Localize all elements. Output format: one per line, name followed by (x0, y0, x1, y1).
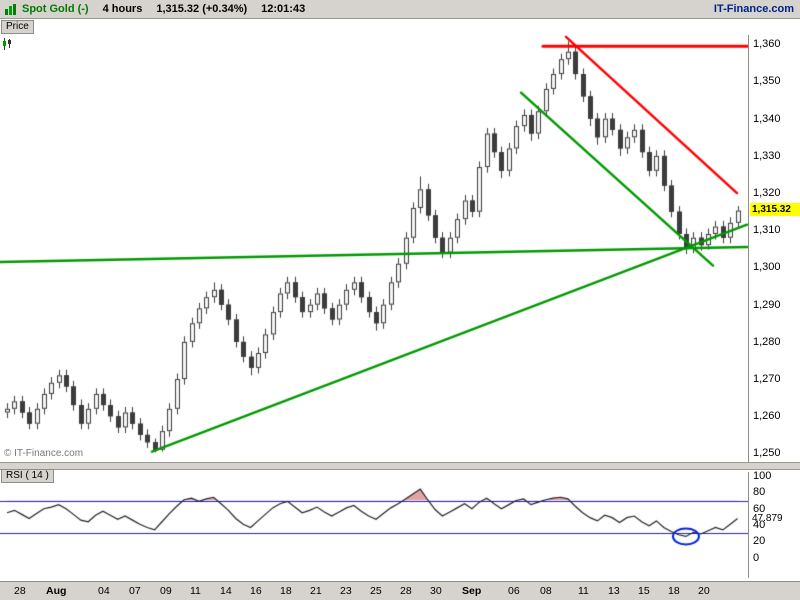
price-chart-canvas[interactable] (0, 35, 748, 462)
time-tick-label: 28 (14, 585, 26, 597)
rsi-tick-label: 100 (753, 470, 772, 483)
rsi-chart-canvas[interactable] (0, 472, 748, 578)
price-tick-label: 1,330 (753, 149, 781, 162)
price-tick-label: 1,300 (753, 261, 781, 274)
time-tick-label: 13 (608, 585, 620, 597)
timeframe-label: 4 hours (102, 3, 143, 15)
time-tick-label: Aug (46, 585, 67, 597)
time-tick-label: 25 (370, 585, 382, 597)
price-tick-label: 1,360 (753, 38, 781, 51)
panel-divider[interactable] (0, 462, 800, 470)
price-tick-label: 1,340 (753, 112, 781, 125)
time-tick-label: 11 (578, 585, 589, 597)
time-tick-label: 11 (190, 585, 201, 597)
price-axis[interactable]: 1,315.32 1,360 1,350 1,340 1,330 1,320 1,310 1… (748, 35, 800, 462)
time-tick-label: 18 (668, 585, 680, 597)
rsi-tick-label: 80 (753, 486, 766, 499)
time-tick-label: 07 (129, 585, 141, 597)
price-tick-label: 1,260 (753, 410, 781, 423)
time-tick-label: 23 (340, 585, 352, 597)
candlestick-app-icon (4, 3, 17, 16)
time-tick-label: 08 (540, 585, 552, 597)
price-tick-label: 1,310 (753, 224, 781, 237)
chart-header: Spot Gold (-) 4 hours 1,315.32 (+0.34%) … (0, 0, 800, 19)
rsi-axis[interactable]: 47.879 100 80 60 40 20 0 (748, 470, 800, 578)
price-panel-icon[interactable] (2, 37, 12, 55)
time-axis[interactable]: 28 Aug 04 07 09 11 14 16 18 21 23 25 28 30 Sep 06 08 11 13… (0, 581, 800, 600)
rsi-panel-tab[interactable]: RSI ( 14 ) (1, 469, 54, 483)
time-tick-label: 16 (250, 585, 262, 597)
price-tick-label: 1,280 (753, 335, 781, 348)
time-tick-label: 20 (698, 585, 710, 597)
time-tick-label: 04 (98, 585, 110, 597)
rsi-tick-label: 40 (753, 519, 766, 531)
price-tick-label: 1,290 (753, 298, 781, 311)
price-tick-label: 1,320 (753, 187, 781, 200)
time-tick-label: 15 (638, 585, 650, 597)
time-tick-label: 14 (220, 585, 232, 597)
time-tick-label: 28 (400, 585, 412, 597)
price-change-label: 1,315.32 (+0.34%) (156, 3, 248, 15)
time-tick-label: 30 (430, 585, 442, 597)
price-tick-label: 1,250 (753, 447, 781, 460)
price-tick-label: 1,270 (753, 373, 781, 386)
time-tick-label: 21 (310, 585, 322, 597)
price-tick-label: 1,350 (753, 75, 781, 88)
current-price-tag: 1,315.32 (750, 203, 800, 217)
time-tick-label: 09 (160, 585, 172, 597)
instrument-name: Spot Gold (-) (22, 3, 89, 15)
time-tick-label: 18 (280, 585, 292, 597)
rsi-tick-label: 20 (753, 535, 766, 548)
rsi-tick-label: 0 (753, 551, 760, 564)
clock-label: 12:01:43 (261, 3, 306, 15)
copyright-watermark: © IT-Finance.com (4, 448, 84, 459)
brand-label: IT-Finance.com (713, 3, 794, 15)
time-tick-label: Sep (462, 585, 482, 597)
price-panel-tab[interactable]: Price (1, 20, 34, 34)
rsi-value-label: 47.879 (752, 512, 783, 524)
rsi-tick-label: 60 (753, 502, 766, 515)
time-tick-label: 06 (508, 585, 520, 597)
